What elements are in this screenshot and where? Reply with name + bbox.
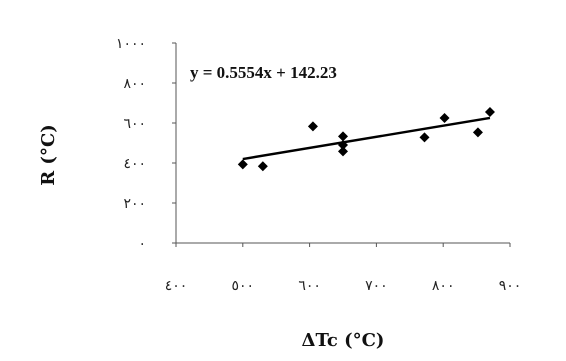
x-tick-label: ٤٠٠ [165, 278, 188, 294]
x-tick-label: ٨٠٠ [432, 278, 455, 294]
data-points [237, 107, 495, 172]
y-tick-label: ١٠٠٠ [116, 36, 146, 52]
y-tick-label: ٢٠٠ [123, 196, 146, 212]
data-point [237, 159, 248, 170]
x-tick-label: ٥٠٠ [232, 278, 255, 294]
x-axis-title: ΔTc (°C) [302, 330, 385, 351]
y-tick-label: ٦٠٠ [123, 116, 146, 132]
x-tick-labels: ٤٠٠ ٥٠٠ ٦٠٠ ٧٠٠ ٨٠٠ ٩٠٠ [165, 278, 522, 294]
data-point [484, 107, 495, 117]
data-point [338, 146, 348, 157]
y-tick-labels: ٠ ٢٠٠ ٤٠٠ ٦٠٠ ٨٠٠ ١٠٠٠ [116, 36, 146, 252]
data-point [419, 132, 430, 143]
data-point [307, 121, 318, 132]
trendline-group [242, 116, 491, 161]
data-point [472, 127, 483, 138]
x-tick-label: ٦٠٠ [298, 278, 321, 294]
data-point [257, 161, 268, 172]
trendline [242, 116, 491, 161]
y-axis-title: R (°C) [38, 124, 59, 186]
data-point [439, 113, 450, 123]
x-tick-label: ٧٠٠ [365, 278, 388, 294]
x-tick-label: ٩٠٠ [499, 278, 522, 294]
data-point [338, 140, 348, 150]
axes [172, 42, 511, 247]
data-point [338, 131, 348, 142]
y-tick-label: ٤٠٠ [123, 156, 146, 172]
trendline-equation: y = 0.5554x + 142.23 [190, 63, 337, 82]
y-tick-label: ٠ [138, 236, 146, 252]
y-tick-label: ٨٠٠ [123, 76, 146, 92]
